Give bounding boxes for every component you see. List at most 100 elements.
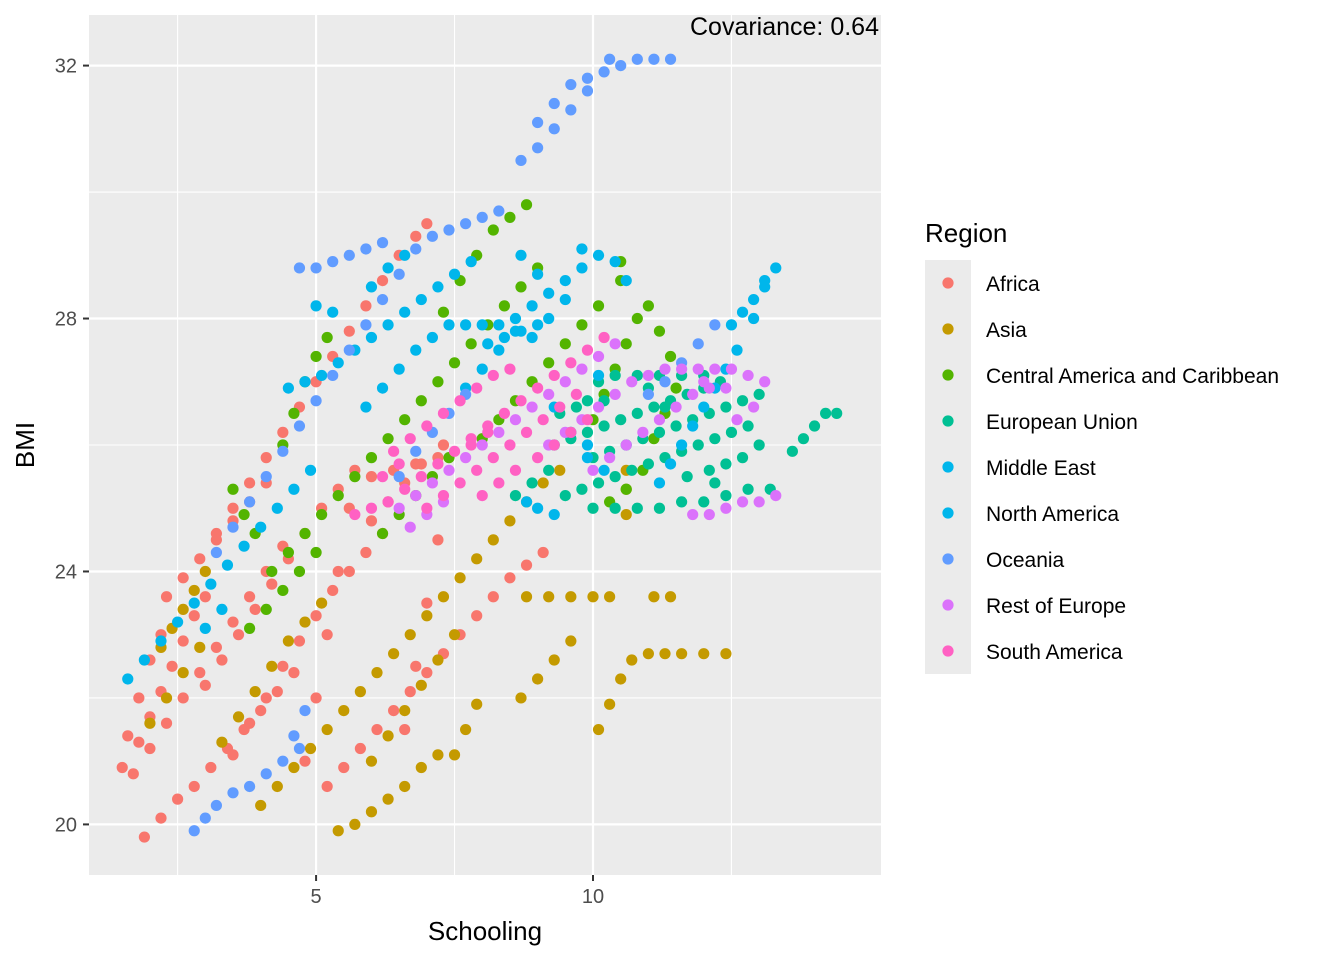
data-point (172, 793, 184, 805)
data-point (426, 230, 438, 242)
data-point (365, 281, 378, 293)
data-point (520, 591, 533, 603)
data-point (266, 565, 278, 578)
data-point (443, 224, 455, 236)
data-point (376, 382, 389, 394)
data-point (631, 407, 643, 419)
data-point (609, 256, 621, 268)
data-point (748, 401, 760, 413)
data-point (399, 723, 411, 736)
data-point (554, 464, 566, 476)
data-point (543, 464, 555, 476)
data-point (653, 414, 666, 426)
data-point (520, 199, 533, 211)
data-point (476, 363, 488, 375)
data-point (354, 742, 366, 755)
data-point (277, 426, 289, 438)
data-point (144, 717, 156, 729)
data-point (260, 603, 272, 616)
data-point (592, 401, 605, 413)
data-point (670, 382, 682, 394)
data-point (205, 578, 217, 590)
data-point (172, 616, 184, 628)
data-point (421, 597, 433, 609)
data-point (598, 420, 610, 432)
data-point (216, 603, 228, 616)
data-point (609, 388, 621, 401)
legend-key (942, 599, 954, 611)
data-point (244, 591, 256, 603)
data-point (653, 325, 666, 337)
data-point (399, 704, 411, 717)
data-point (476, 319, 488, 331)
data-point (277, 755, 289, 767)
data-point (271, 502, 283, 514)
data-point (133, 692, 145, 704)
data-point (820, 407, 832, 419)
data-point (709, 477, 721, 489)
data-point (676, 363, 688, 375)
data-point (321, 331, 333, 344)
data-point (421, 610, 433, 622)
data-point (393, 363, 405, 375)
data-point (620, 508, 632, 521)
data-point (609, 502, 621, 514)
data-point (371, 723, 383, 736)
data-point (227, 502, 239, 514)
data-point (720, 502, 732, 514)
data-point (692, 338, 704, 350)
data-point (415, 395, 427, 407)
data-point (437, 306, 450, 318)
data-point (532, 502, 544, 514)
data-point (532, 142, 544, 154)
data-point (592, 723, 605, 736)
data-point (288, 667, 300, 679)
data-point (532, 673, 544, 685)
data-point (133, 736, 145, 748)
data-point (753, 388, 765, 401)
data-point (122, 730, 134, 742)
data-point (543, 312, 555, 325)
data-point (687, 388, 699, 401)
data-point (471, 464, 483, 476)
data-point (382, 319, 394, 331)
data-point (515, 249, 527, 261)
data-point (188, 597, 200, 609)
data-point (382, 496, 394, 508)
data-point (365, 471, 378, 483)
data-point (293, 635, 306, 647)
legend-title: Region (925, 218, 1007, 248)
data-point (404, 521, 416, 533)
data-point (437, 591, 450, 603)
series-south-america (349, 331, 610, 521)
data-point (122, 673, 134, 685)
data-point (432, 281, 444, 293)
data-point (349, 471, 361, 483)
data-point (576, 319, 588, 331)
data-point (565, 591, 577, 603)
data-point (415, 458, 427, 470)
data-point (288, 730, 300, 742)
data-point (581, 439, 594, 451)
data-point (559, 293, 571, 306)
data-point (515, 325, 527, 337)
legend-label: Oceania (986, 549, 1065, 572)
data-point (227, 749, 239, 761)
data-point (515, 154, 527, 167)
data-point (659, 363, 671, 375)
data-point (432, 376, 444, 388)
data-point (199, 591, 211, 603)
data-point (360, 300, 372, 312)
data-point (504, 572, 516, 584)
data-point (581, 452, 594, 464)
data-point (653, 477, 666, 489)
x-axis-title: Schooling (428, 916, 542, 946)
data-point (504, 515, 516, 527)
data-point (360, 243, 372, 255)
data-point (437, 439, 450, 451)
data-point (299, 616, 311, 628)
data-point (736, 496, 749, 508)
data-point (232, 711, 245, 723)
data-point (565, 78, 577, 91)
data-point (299, 527, 311, 540)
